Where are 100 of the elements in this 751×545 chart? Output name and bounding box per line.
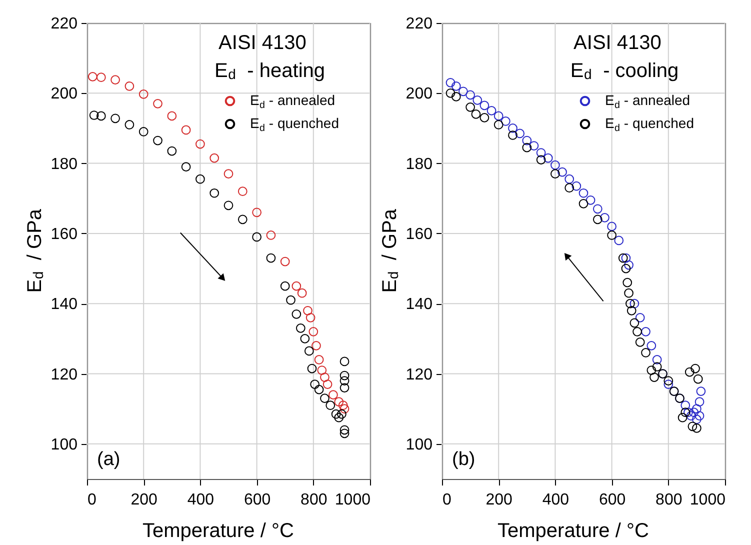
y-axis-title: Ed / GPa: [24, 208, 46, 293]
point: [340, 376, 350, 386]
x-tick-label: 800: [300, 492, 328, 508]
point: [196, 174, 205, 184]
point: [88, 72, 98, 82]
annotation: AISI 4130: [218, 32, 306, 54]
point: [624, 260, 634, 270]
point: [621, 264, 631, 274]
point: [572, 181, 582, 191]
point: [494, 111, 504, 121]
point: [326, 400, 336, 410]
y-tick-label: 180: [406, 156, 433, 173]
point: [564, 183, 574, 193]
point: [334, 412, 344, 422]
x-tick-label: 0: [88, 492, 96, 508]
point: [472, 95, 482, 105]
point: [522, 136, 532, 146]
y-tick-label: 140: [50, 296, 78, 314]
point: [692, 423, 702, 433]
x-tick-label: 200: [486, 492, 513, 508]
x-tick-label: 400: [187, 492, 214, 508]
point: [632, 327, 642, 336]
point: [286, 295, 296, 305]
point: [89, 110, 99, 120]
point: [690, 364, 700, 374]
point: [238, 214, 248, 224]
point: [280, 281, 290, 291]
point: [688, 422, 698, 432]
point: [586, 195, 596, 205]
point: [340, 425, 350, 435]
point: [630, 318, 640, 328]
point: [307, 364, 317, 374]
x-tick-label: 800: [656, 492, 682, 508]
y-axis-title: Ed / GPa: [379, 208, 401, 293]
point: [622, 278, 632, 288]
point: [224, 169, 234, 179]
point: [626, 306, 636, 316]
point: [340, 404, 350, 414]
annotation: (b): [452, 449, 476, 470]
x-tick-label: 200: [130, 492, 158, 508]
point: [124, 120, 134, 130]
point: [486, 106, 496, 116]
point: [167, 111, 177, 121]
point: [508, 124, 518, 133]
point: [320, 394, 330, 403]
point: [328, 390, 338, 400]
y-tick-label: 160: [50, 226, 78, 243]
point: [458, 86, 468, 96]
point: [181, 125, 191, 135]
point: [446, 78, 456, 88]
point: [635, 312, 645, 322]
point: [304, 346, 314, 356]
annotation: (a): [97, 449, 120, 470]
point: [446, 88, 456, 98]
point: [340, 370, 350, 380]
point: [664, 376, 674, 386]
y-tick-label: 120: [50, 366, 78, 384]
point: [678, 412, 688, 422]
point: [635, 338, 645, 347]
y-tick-label: 220: [50, 16, 78, 32]
point: [692, 414, 702, 424]
point: [664, 380, 674, 389]
y-tick-label: 180: [50, 156, 78, 173]
point: [153, 136, 162, 146]
point: [558, 167, 567, 177]
point: [607, 222, 616, 232]
point: [224, 200, 234, 210]
point: [252, 208, 262, 218]
point: [607, 230, 616, 240]
point: [303, 306, 312, 316]
point: [331, 409, 341, 419]
point: [308, 327, 318, 336]
point: [693, 374, 703, 384]
point: [592, 214, 602, 224]
y-tick-label: 120: [406, 366, 433, 384]
point: [451, 81, 461, 91]
point: [614, 236, 624, 246]
point: [543, 153, 553, 163]
point: [641, 348, 650, 358]
point: [500, 116, 510, 126]
y-tick-label: 100: [406, 436, 433, 454]
point: [317, 366, 327, 375]
point: [618, 253, 628, 263]
point: [578, 188, 588, 198]
x-tick-label: 1000: [334, 492, 371, 508]
point: [578, 198, 588, 208]
point: [320, 372, 330, 382]
x-tick-label: 0: [442, 492, 452, 508]
x-axis-title: Temperature / °C: [498, 520, 649, 542]
point: [494, 120, 504, 130]
point: [466, 102, 475, 112]
x-tick-label: 400: [542, 492, 570, 508]
point: [238, 186, 248, 196]
y-tick-label: 200: [406, 86, 433, 103]
y-tick-label: 140: [406, 296, 433, 314]
point: [314, 384, 324, 394]
point: [550, 160, 560, 170]
point: [508, 130, 518, 140]
y-tick-label: 200: [50, 86, 78, 103]
point: [684, 367, 694, 377]
